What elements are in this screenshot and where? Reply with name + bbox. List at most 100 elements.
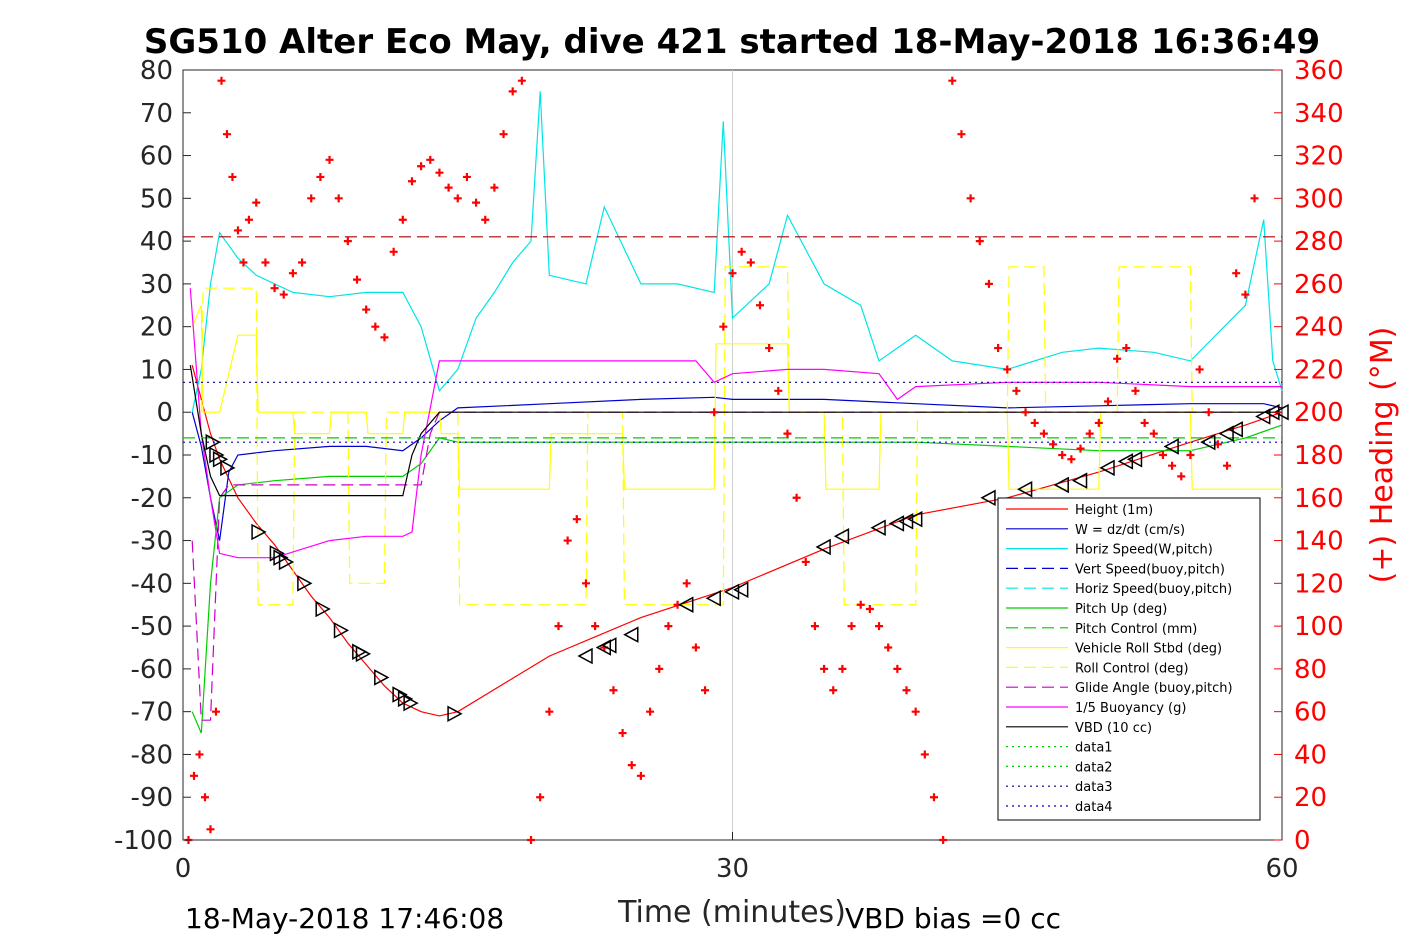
series-line-w-dz-dt-cm-s [191, 396, 1283, 541]
heading-point [1232, 269, 1241, 278]
heading-point [994, 344, 1003, 353]
legend-label-data4: data4 [1075, 800, 1113, 815]
heading-point [1067, 455, 1076, 464]
heading-point [217, 76, 226, 85]
heading-point [1103, 397, 1112, 406]
descent-marker [220, 459, 236, 477]
heading-point [875, 622, 884, 631]
heading-point [1250, 194, 1259, 203]
heading-point [755, 301, 764, 310]
right-tick-label: 180 [1294, 441, 1344, 471]
ascent-marker [1255, 408, 1271, 425]
legend-label-height-1m: Height (1m) [1075, 503, 1153, 518]
ascent-marker [623, 626, 639, 643]
legend-label-pitch-control-mm: Pitch Control (mm) [1075, 622, 1197, 637]
right-tick-label: 100 [1294, 612, 1344, 642]
left-tick-label: 80 [140, 56, 173, 86]
heading-point [737, 247, 746, 256]
heading-point [1030, 418, 1039, 427]
heading-point [911, 707, 920, 716]
heading-point [1039, 429, 1048, 438]
heading-point [222, 130, 231, 139]
ascent-marker [733, 581, 749, 599]
left-tick-label: 40 [140, 227, 173, 257]
right-tick-label: 360 [1294, 56, 1344, 86]
heading-point [189, 771, 198, 780]
ascent-marker [1053, 476, 1069, 494]
heading-point [810, 622, 819, 631]
legend: Height (1m) W = dz/dt (cm/s) Horiz Speed(W… [997, 497, 1261, 821]
heading-point [728, 269, 737, 278]
dive-markers [205, 403, 1289, 723]
right-tick-label: 300 [1294, 184, 1344, 214]
heading-point [939, 836, 948, 844]
heading-point [664, 622, 673, 631]
heading-point [1204, 408, 1213, 417]
legend-label-vert-speed-buoy-pitch: Vert Speed(buoy,pitch) [1075, 562, 1225, 577]
heading-point [261, 258, 270, 267]
descent-marker [278, 553, 295, 571]
descent-marker [297, 575, 313, 592]
legend-label-w-dz-dt-cm-s: W = dz/dt (cm/s) [1075, 523, 1185, 538]
left-tick-label: -10 [131, 441, 173, 471]
heading-point [481, 215, 490, 224]
heading-point [984, 279, 993, 288]
heading-point [765, 344, 774, 353]
descent-marker [269, 545, 285, 562]
ascent-marker [870, 519, 886, 536]
heading-point [710, 408, 719, 417]
legend-label-horiz-speed-buoy-pitch: Horiz Speed(buoy,pitch) [1075, 582, 1232, 597]
heading-point [1113, 354, 1122, 363]
right-tick-label: 40 [1294, 740, 1327, 770]
heading-point [407, 177, 416, 186]
legend-label-vbd-10-cc: VBD (10 cc) [1075, 721, 1152, 736]
descent-marker [355, 645, 372, 663]
heading-point [307, 194, 316, 203]
descent-marker [251, 523, 267, 541]
heading-point [362, 305, 371, 314]
ascent-marker [577, 647, 593, 665]
descent-marker [205, 433, 221, 451]
heading-point [609, 686, 618, 695]
heading-point [353, 275, 362, 284]
heading-point [957, 130, 966, 139]
heading-point [627, 761, 636, 770]
heading-point [701, 686, 710, 695]
right-tick-label: 120 [1294, 569, 1344, 599]
ascent-marker [833, 528, 850, 545]
right-tick-label: 320 [1294, 142, 1344, 172]
left-tick-label: 30 [140, 270, 173, 300]
heading-point [228, 172, 237, 181]
heading-point [847, 622, 856, 631]
ascent-marker [705, 590, 721, 607]
legend-label-data3: data3 [1075, 780, 1113, 795]
left-tick-label: 50 [140, 184, 173, 214]
descent-marker [209, 446, 225, 464]
heading-point [298, 258, 307, 267]
descent-marker [447, 705, 463, 723]
legend-label-vehicle-roll-stbd-deg: Vehicle Roll Stbd (deg) [1075, 642, 1222, 657]
heading-point [581, 579, 590, 588]
heading-point [838, 664, 847, 673]
heading-point [200, 793, 209, 802]
heading-point [389, 247, 398, 256]
descent-marker [392, 686, 408, 703]
heading-point [1076, 444, 1085, 453]
heading-point [417, 162, 426, 171]
heading-point [646, 707, 655, 716]
series-line-glide-angle-buoy-pitch [191, 411, 1282, 721]
heading-point [1149, 429, 1158, 438]
heading-point [1012, 386, 1021, 395]
ascent-marker [678, 596, 694, 613]
left-tick-label: -60 [131, 655, 173, 685]
heading-point [1168, 461, 1177, 470]
heading-point [1195, 365, 1204, 374]
heading-point [334, 194, 343, 203]
heading-point [719, 322, 728, 331]
heading-point [252, 198, 261, 207]
legend-label-glide-angle-buoy-pitch: Glide Angle (buoy,pitch) [1075, 681, 1233, 696]
left-tick-label: 20 [140, 313, 173, 343]
descent-marker [403, 694, 419, 712]
ascent-marker [1016, 480, 1033, 498]
ascent-marker [1163, 438, 1179, 455]
